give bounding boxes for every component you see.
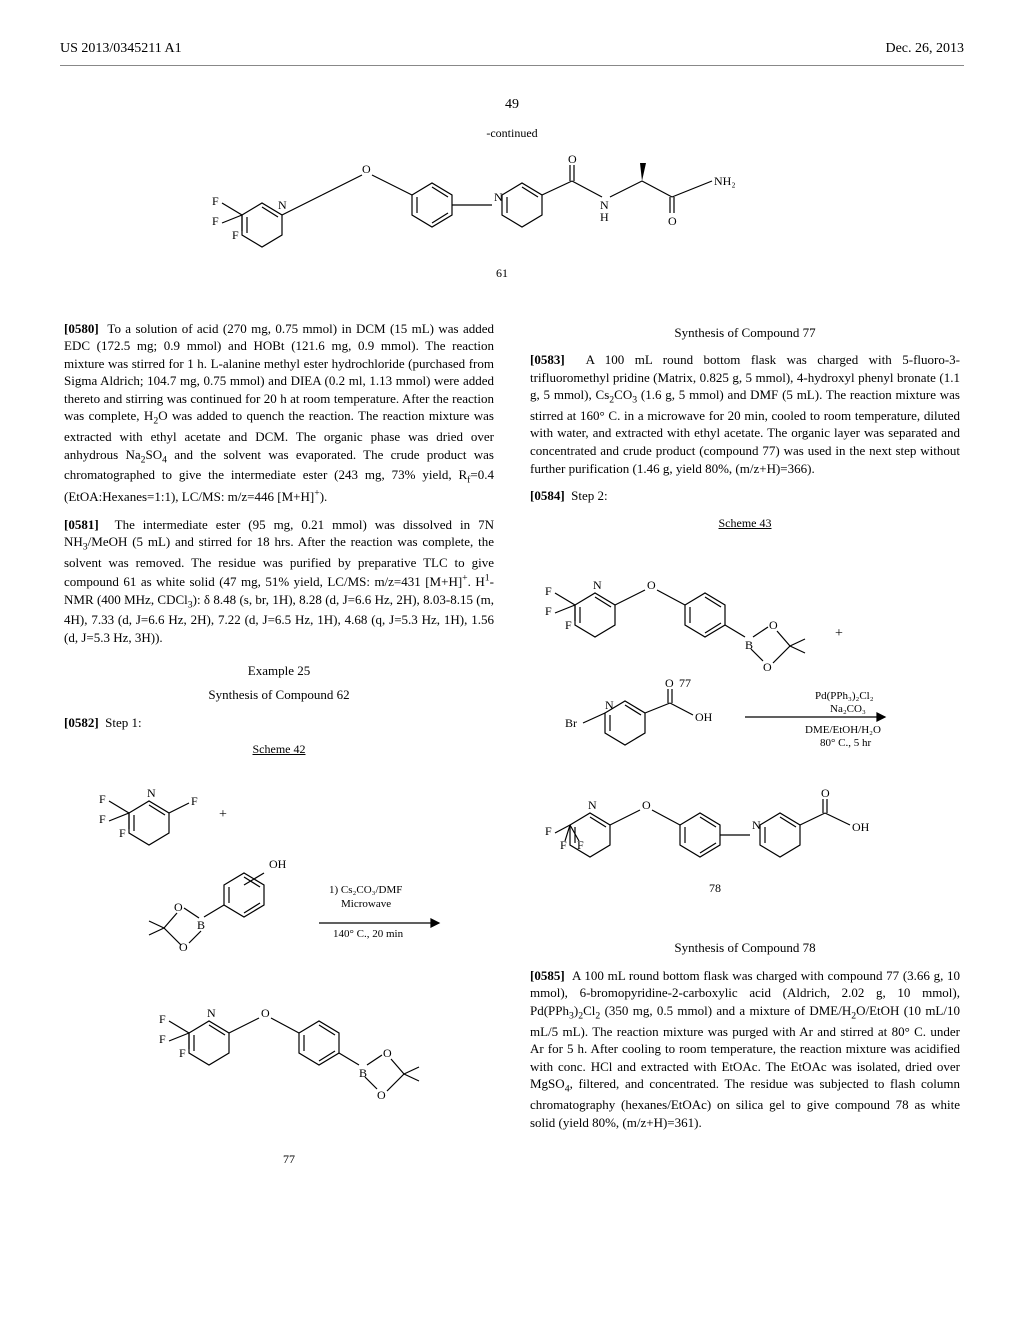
paragraph-0580: [0580] To a solution of acid (270 mg, 0.… bbox=[64, 320, 494, 506]
svg-text:Br: Br bbox=[565, 716, 577, 730]
svg-text:F: F bbox=[159, 1032, 166, 1046]
svg-text:OH: OH bbox=[269, 857, 287, 871]
svg-text:N: N bbox=[147, 786, 156, 800]
svg-text:O: O bbox=[261, 1006, 270, 1020]
svg-text:F: F bbox=[99, 812, 106, 826]
svg-text:F: F bbox=[545, 604, 552, 618]
svg-text:O: O bbox=[647, 578, 656, 592]
svg-text:O: O bbox=[665, 676, 674, 690]
compound-number-77: 77 bbox=[283, 1152, 295, 1166]
scheme43-cond1: Pd(PPh₃)₂Cl₂ bbox=[815, 690, 874, 702]
svg-text:F: F bbox=[212, 194, 219, 208]
svg-text:O: O bbox=[769, 618, 778, 632]
svg-text:O: O bbox=[383, 1046, 392, 1060]
svg-text:B: B bbox=[197, 918, 205, 932]
right-column: Synthesis of Compound 77 [0583] A 100 mL… bbox=[530, 320, 960, 1196]
scheme-42-structure: F F F N F + OH bbox=[64, 763, 494, 1178]
svg-text:O: O bbox=[668, 214, 677, 228]
svg-text:O: O bbox=[763, 660, 772, 674]
paragraph-0585: [0585] A 100 mL round bottom flask was c… bbox=[530, 967, 960, 1131]
scheme43-cond4: 80° C., 5 hr bbox=[820, 737, 871, 749]
svg-text:F: F bbox=[179, 1046, 186, 1060]
para-number: [0582] bbox=[64, 715, 99, 730]
paragraph-0582: [0582] Step 1: bbox=[64, 714, 494, 732]
svg-text:F: F bbox=[212, 214, 219, 228]
para-number: [0584] bbox=[530, 488, 565, 503]
scheme-43-structure: F F F N O bbox=[530, 537, 960, 922]
publication-number: US 2013/0345211 A1 bbox=[60, 40, 182, 59]
para-number: [0585] bbox=[530, 968, 565, 983]
svg-text:F: F bbox=[99, 792, 106, 806]
svg-text:F: F bbox=[191, 794, 198, 808]
svg-text:O: O bbox=[568, 152, 577, 166]
paragraph-0581: [0581] The intermediate ester (95 mg, 0.… bbox=[64, 516, 494, 647]
svg-text:+: + bbox=[835, 626, 843, 641]
para-text: Step 1: bbox=[105, 715, 141, 730]
synthesis-77-title: Synthesis of Compound 77 bbox=[530, 324, 960, 342]
svg-text:O: O bbox=[377, 1088, 386, 1102]
svg-text:O: O bbox=[821, 786, 830, 800]
para-text: The intermediate ester (95 mg, 0.21 mmol… bbox=[64, 517, 494, 645]
para-number: [0583] bbox=[530, 352, 565, 367]
left-column: [0580] To a solution of acid (270 mg, 0.… bbox=[64, 320, 494, 1196]
svg-text:F: F bbox=[565, 618, 572, 632]
svg-text:O: O bbox=[179, 940, 188, 954]
svg-text:N: N bbox=[207, 1006, 216, 1020]
scheme43-cond2: Na₂CO₃ bbox=[830, 703, 866, 715]
page-header: US 2013/0345211 A1 Dec. 26, 2013 bbox=[60, 40, 964, 66]
para-text: Step 2: bbox=[571, 488, 607, 503]
svg-text:F: F bbox=[560, 838, 567, 852]
svg-text:O: O bbox=[174, 900, 183, 914]
compound-number-61: 61 bbox=[496, 266, 508, 280]
compound-78-label: 78 bbox=[709, 881, 721, 895]
publication-date: Dec. 26, 2013 bbox=[885, 40, 964, 59]
scheme42-cond3: 140° C., 20 min bbox=[333, 928, 404, 940]
svg-text:N: N bbox=[593, 578, 602, 592]
svg-text:O: O bbox=[362, 162, 371, 176]
scheme-42-label: Scheme 42 bbox=[64, 741, 494, 757]
scheme42-cond1: 1) Cs₂CO₃/DMF bbox=[329, 884, 402, 896]
page-number: 49 bbox=[60, 96, 964, 115]
svg-text:H: H bbox=[600, 210, 609, 224]
svg-text:OH: OH bbox=[852, 820, 870, 834]
svg-text:N: N bbox=[588, 798, 597, 812]
para-number: [0580] bbox=[64, 321, 99, 336]
scheme42-cond2: Microwave bbox=[341, 898, 391, 910]
scheme43-cond3: DME/EtOH/H₂O bbox=[805, 724, 881, 736]
para-number: [0581] bbox=[64, 517, 99, 532]
svg-text:F: F bbox=[545, 584, 552, 598]
svg-text:F: F bbox=[232, 228, 239, 242]
svg-text:F: F bbox=[159, 1012, 166, 1026]
compound-77-label: 77 bbox=[679, 676, 691, 690]
svg-text:NH₂: NH₂ bbox=[714, 174, 736, 188]
svg-text:OH: OH bbox=[695, 710, 713, 724]
para-text: A 100 mL round bottom flask was charged … bbox=[530, 968, 960, 1130]
para-text: To a solution of acid (270 mg, 0.75 mmol… bbox=[64, 321, 494, 505]
svg-text:F: F bbox=[545, 824, 552, 838]
synthesis-62-subtitle: Synthesis of Compound 62 bbox=[64, 686, 494, 704]
paragraph-0583: [0583] A 100 mL round bottom flask was c… bbox=[530, 351, 960, 477]
svg-text:+: + bbox=[219, 807, 227, 822]
para-text: A 100 mL round bottom flask was charged … bbox=[530, 352, 960, 475]
svg-text:F: F bbox=[119, 826, 126, 840]
paragraph-0584: [0584] Step 2: bbox=[530, 487, 960, 505]
scheme-43-label: Scheme 43 bbox=[530, 515, 960, 531]
two-column-body: [0580] To a solution of acid (270 mg, 0.… bbox=[60, 320, 964, 1196]
synthesis-78-title: Synthesis of Compound 78 bbox=[530, 939, 960, 957]
svg-text:O: O bbox=[642, 798, 651, 812]
svg-text:N: N bbox=[278, 198, 287, 212]
example-25-title: Example 25 bbox=[64, 662, 494, 680]
continued-label: -continued bbox=[60, 125, 964, 141]
compound-61-structure: F F F N O N O N H bbox=[60, 147, 964, 302]
